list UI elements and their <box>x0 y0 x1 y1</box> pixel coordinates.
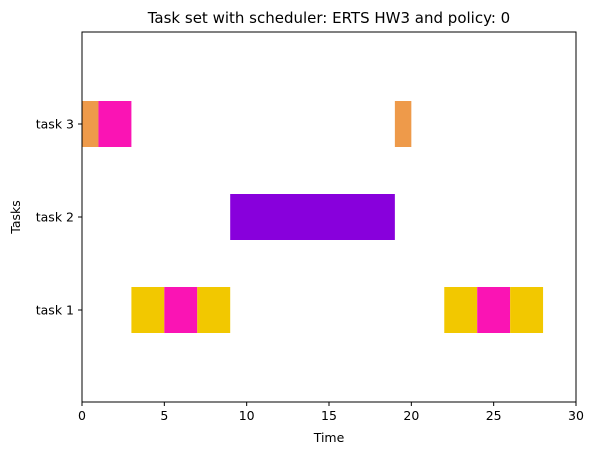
bar-segment-task-1-5 <box>164 287 198 333</box>
y-tick-label: task 3 <box>36 117 74 132</box>
bar-segment-task-1-7 <box>444 287 478 333</box>
chart-title: Task set with scheduler: ERTS HW3 and po… <box>147 9 510 27</box>
bar-segment-task-1-8 <box>477 287 511 333</box>
x-ticks: 0 5 10 15 20 25 30 <box>78 402 584 423</box>
x-tick-label: 0 <box>78 408 86 423</box>
bar-segment-task-1-4 <box>131 287 165 333</box>
y-tick-label: task 2 <box>36 210 74 225</box>
x-axis-label: Time <box>313 430 345 445</box>
bar-segment-task-1-9 <box>510 287 544 333</box>
bar-segment-task-3-0 <box>82 101 99 147</box>
x-tick-label: 10 <box>239 408 255 423</box>
bar-segment-task-3-1 <box>98 101 132 147</box>
y-ticks: task 1 task 2 task 3 <box>36 117 82 318</box>
x-tick-label: 25 <box>486 408 502 423</box>
bars-layer <box>82 101 544 333</box>
bar-segment-task-3-2 <box>394 101 412 147</box>
y-tick-label: task 1 <box>36 303 74 318</box>
x-tick-label: 5 <box>160 408 168 423</box>
x-tick-label: 20 <box>403 408 419 423</box>
bar-segment-task-2-3 <box>230 194 395 240</box>
x-tick-label: 30 <box>568 408 584 423</box>
y-axis-label: Tasks <box>8 200 23 235</box>
bar-segment-task-1-6 <box>197 287 231 333</box>
x-tick-label: 15 <box>321 408 337 423</box>
